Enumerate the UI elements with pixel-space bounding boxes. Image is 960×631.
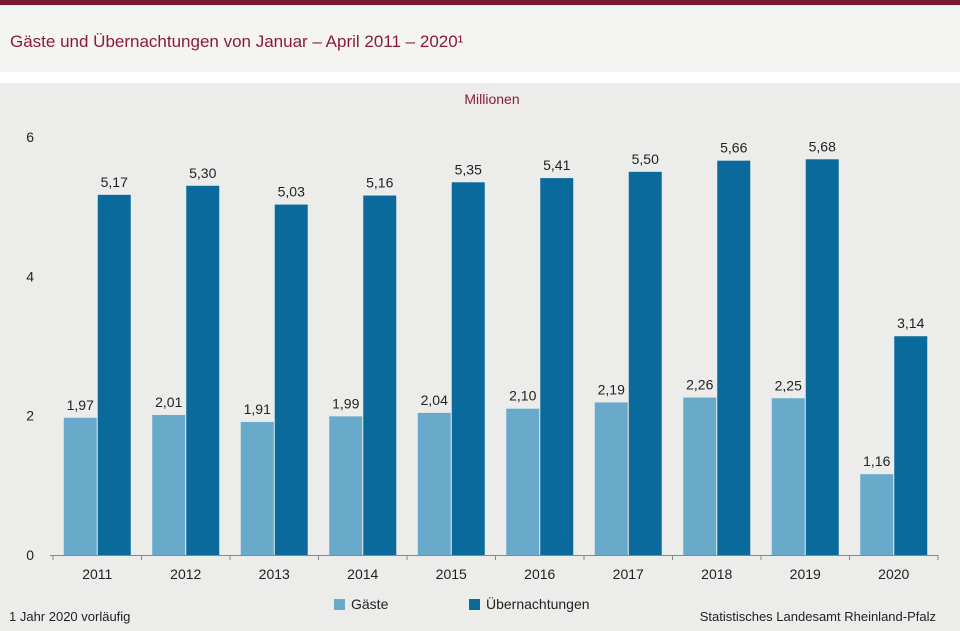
bar: [594, 402, 628, 555]
y-tick-label: 0: [26, 547, 34, 563]
data-label: 1,91: [244, 401, 271, 417]
bar: [506, 408, 540, 555]
source-credit: Statistisches Landesamt Rheinland-Pfalz: [699, 609, 936, 624]
chart-title: Gäste und Übernachtungen von Januar – Ap…: [10, 32, 464, 51]
data-label: 5,50: [632, 151, 659, 167]
bar: [329, 416, 363, 555]
bar: [683, 397, 717, 555]
bar: [240, 421, 274, 555]
bar: [771, 398, 805, 555]
bar: [63, 417, 97, 555]
legend-item-uebernachtungen: Übernachtungen: [469, 596, 590, 612]
data-label: 1,97: [67, 397, 94, 413]
data-label: 1,16: [863, 453, 890, 469]
bar: [417, 412, 451, 555]
bar: [186, 185, 220, 555]
data-label: 2,04: [421, 392, 448, 408]
data-label: 2,26: [686, 377, 713, 393]
y-tick-label: 4: [26, 268, 34, 284]
x-tick-label: 2018: [701, 566, 732, 582]
data-label: 2,25: [775, 377, 802, 393]
x-tick-label: 2013: [259, 566, 290, 582]
data-label: 2,19: [598, 381, 625, 397]
legend-label-uebernachtungen: Übernachtungen: [486, 596, 590, 612]
data-label: 5,41: [543, 157, 570, 173]
bar: [628, 171, 662, 556]
y-tick-label: 2: [26, 408, 34, 424]
legend-item-gaeste: Gäste: [334, 596, 388, 612]
bar: [152, 414, 186, 555]
x-tick-label: 2015: [436, 566, 467, 582]
data-label: 3,14: [897, 315, 924, 331]
data-label: 5,03: [278, 184, 305, 200]
legend-label-gaeste: Gäste: [351, 596, 389, 612]
data-label: 2,10: [509, 388, 536, 404]
bar: [860, 474, 894, 555]
bar: [363, 195, 397, 555]
data-label: 5,66: [720, 140, 747, 156]
bar: [894, 336, 928, 555]
x-tick-label: 2019: [790, 566, 821, 582]
bar: [717, 160, 751, 556]
data-label: 1,99: [332, 395, 359, 411]
data-label: 5,17: [101, 174, 128, 190]
bar: [451, 182, 485, 556]
x-tick-label: 2017: [613, 566, 644, 582]
bar: [274, 204, 308, 555]
footnote: 1 Jahr 2020 vorläufig: [9, 609, 131, 624]
bar: [540, 178, 574, 555]
title-bar: Gäste und Übernachtungen von Januar – Ap…: [0, 5, 960, 72]
x-tick-label: 2012: [170, 566, 201, 582]
unit-label: Millionen: [464, 91, 520, 107]
bar: [97, 194, 131, 555]
legend-swatch-gaeste: [334, 598, 345, 610]
top-accent-rule: [0, 0, 960, 5]
title-separator: [0, 72, 960, 83]
x-tick-label: 2014: [347, 566, 378, 582]
bar: [805, 159, 839, 555]
data-label: 2,01: [155, 394, 182, 410]
data-label: 5,35: [455, 161, 482, 177]
legend: Gäste Übernachtungen: [0, 596, 960, 614]
x-tick-label: 2016: [524, 566, 555, 582]
data-label: 5,16: [366, 175, 393, 191]
x-tick-label: 2011: [82, 566, 112, 582]
x-tick-label: 2020: [878, 566, 909, 582]
data-label: 5,30: [189, 165, 216, 181]
data-label: 5,68: [809, 138, 836, 154]
y-tick-label: 6: [26, 129, 34, 145]
legend-swatch-uebernachtungen: [469, 598, 480, 610]
